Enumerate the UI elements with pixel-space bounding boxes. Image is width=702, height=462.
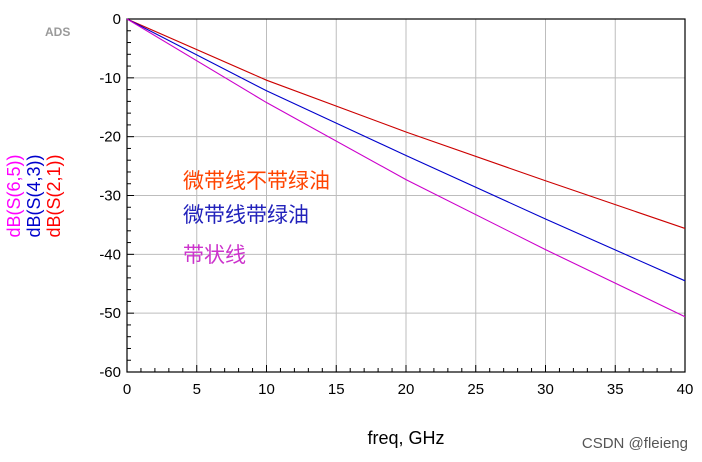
plot-frame [126,18,686,373]
grid [127,19,685,372]
x-tick-label: 25 [467,381,484,398]
y-tick-label: -40 [99,246,121,263]
watermark: CSDN @fleieng [582,435,688,452]
y-axis-label: dB(S(6,5)) [4,154,24,237]
x-tick-labels: 0 5 10 15 20 25 30 35 40 [123,381,694,398]
series-line-dB(S(4,3)) [126,18,686,282]
annotation-label: 微带线不带绿油 [183,169,330,193]
series-line-dB(S(2,1)) [126,18,686,229]
x-tick-label: 20 [398,381,415,398]
x-tick-label: 0 [123,381,131,398]
x-axis-label: freq, GHz [367,428,444,448]
y-tick-label: -30 [99,188,121,205]
y-axis-label: dB(S(4,3)) [24,154,44,237]
annotation-label: 带状线 [183,243,246,267]
y-axis-labels: dB(S(6,5)) dB(S(4,3)) dB(S(2,1)) [4,154,64,237]
series-group [126,18,686,318]
y-tick-labels: 0 -10 -20 -30 -40 -50 -60 [99,11,121,381]
annotation-label: 微带线带绿油 [183,203,309,227]
series-line-dB(S(6,5)) [126,18,686,318]
y-tick-label: -60 [99,364,121,381]
x-tick-label: 35 [607,381,624,398]
x-tick-label: 15 [328,381,345,398]
y-tick-label: -50 [99,305,121,322]
y-tick-label: -20 [99,129,121,146]
x-tick-label: 5 [193,381,201,398]
y-tick-label: -10 [99,70,121,87]
x-tick-label: 30 [537,381,554,398]
x-tick-label: 40 [677,381,694,398]
minor-ticks [126,18,686,373]
x-tick-label: 10 [258,381,275,398]
ads-logo: ADS [45,25,70,39]
y-axis-label: dB(S(2,1)) [44,154,64,237]
y-tick-label: 0 [113,11,121,28]
